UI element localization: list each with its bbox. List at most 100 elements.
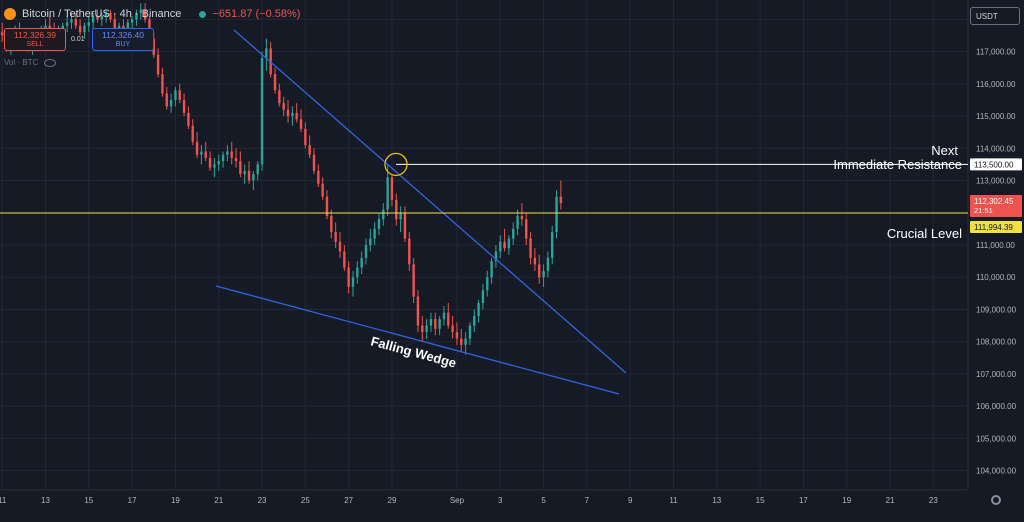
candle-up bbox=[382, 209, 385, 220]
candle-up bbox=[104, 12, 108, 17]
resistance-price-badge bbox=[970, 158, 1022, 171]
candle-up bbox=[429, 319, 433, 326]
gear-icon[interactable] bbox=[991, 495, 1001, 505]
current-price-label: 112,302.45 bbox=[974, 197, 1014, 206]
price-tick-label: 106,000.00 bbox=[976, 402, 1017, 411]
price-tick-label: 105,000.00 bbox=[976, 434, 1017, 443]
candle-down bbox=[187, 112, 190, 126]
candle-down bbox=[312, 154, 316, 171]
symbol-header: Bitcoin / TetherUS · 4h · Binance −651.8… bbox=[4, 8, 300, 20]
time-tick-label: 11 bbox=[0, 496, 7, 505]
buy-label: BUY bbox=[115, 41, 131, 48]
price-tick-label: 115,000.00 bbox=[976, 112, 1016, 121]
candle-up bbox=[126, 22, 129, 30]
candle-up bbox=[377, 219, 381, 229]
candle-down bbox=[247, 170, 251, 181]
candle-down bbox=[455, 332, 459, 339]
candle-up bbox=[221, 154, 225, 162]
time-tick-label: 15 bbox=[756, 496, 765, 505]
candle-up bbox=[369, 238, 372, 245]
candle-up bbox=[87, 22, 90, 26]
price-tick-label: 117,000.00 bbox=[976, 48, 1016, 57]
bitcoin-logo-icon bbox=[4, 8, 16, 20]
candle-down bbox=[208, 157, 212, 168]
candle-up bbox=[252, 174, 255, 181]
time-tick-label: 29 bbox=[388, 496, 397, 505]
currency-selector[interactable]: USDT bbox=[970, 7, 1020, 25]
lower-wedge-line bbox=[215, 285, 620, 395]
candle-down bbox=[74, 19, 77, 26]
eye-icon[interactable] bbox=[44, 58, 57, 67]
candle-up bbox=[490, 261, 493, 278]
sell-price: 112,326.39 bbox=[14, 30, 56, 40]
candle-up bbox=[91, 16, 95, 23]
candle-up bbox=[243, 170, 246, 175]
price-tick-label: 108,000.00 bbox=[976, 338, 1017, 347]
time-tick-label: 15 bbox=[84, 496, 93, 505]
candle-down bbox=[347, 267, 350, 287]
candle-up bbox=[213, 164, 216, 168]
crucial-price-badge bbox=[970, 220, 1022, 233]
candle-down bbox=[343, 251, 346, 268]
time-tick-label: 17 bbox=[799, 496, 808, 505]
candle-up bbox=[507, 238, 511, 249]
sell-button[interactable]: 112,326.39 SELL bbox=[4, 28, 66, 51]
candle-up bbox=[130, 19, 134, 23]
price-tick-label: 113,000.00 bbox=[976, 177, 1016, 186]
candle-up bbox=[291, 112, 294, 117]
time-tick-label: 13 bbox=[712, 496, 721, 505]
candle-down bbox=[78, 25, 82, 33]
candle-down bbox=[395, 199, 398, 220]
candle-down bbox=[96, 16, 99, 20]
candle-down bbox=[408, 238, 411, 265]
candle-up bbox=[512, 228, 515, 239]
candle-down bbox=[416, 296, 420, 326]
candle-down bbox=[278, 90, 281, 104]
candle-down bbox=[48, 25, 52, 30]
candle-down bbox=[317, 170, 320, 184]
candle-up bbox=[551, 232, 554, 258]
candle-down bbox=[321, 183, 324, 197]
candle-up bbox=[542, 270, 545, 278]
candle-down bbox=[412, 264, 415, 297]
candle-down bbox=[304, 128, 307, 146]
price-change: −651.87 (−0.58%) bbox=[212, 8, 301, 20]
candle-down bbox=[390, 177, 394, 200]
symbol-title[interactable]: Bitcoin / TetherUS · 4h · Binance bbox=[22, 8, 182, 20]
candle-down bbox=[195, 141, 199, 155]
candle-down bbox=[503, 241, 506, 249]
candle-down bbox=[447, 312, 450, 326]
candles-group bbox=[0, 3, 563, 355]
candle-down bbox=[520, 215, 524, 220]
price-tick-label: 107,000.00 bbox=[976, 370, 1017, 379]
resistance-annotation-line1: Next bbox=[931, 143, 958, 158]
price-tick-label: 116,000.00 bbox=[976, 80, 1016, 89]
candle-down bbox=[113, 19, 116, 33]
price-axis-panel bbox=[968, 0, 1024, 522]
upper-wedge-line bbox=[233, 29, 627, 374]
volume-label: Vol · BTC bbox=[4, 58, 39, 67]
candle-down bbox=[282, 103, 285, 110]
time-tick-label: 25 bbox=[301, 496, 310, 505]
time-tick-label: 13 bbox=[41, 496, 50, 505]
candle-up bbox=[217, 161, 220, 165]
candle-up bbox=[256, 164, 259, 175]
candle-up bbox=[70, 19, 73, 23]
time-tick-label: 9 bbox=[628, 496, 633, 505]
resistance-price-label: 113,500.00 bbox=[974, 160, 1014, 169]
candle-down bbox=[295, 112, 298, 120]
candle-down bbox=[143, 9, 147, 20]
candle-up bbox=[139, 9, 142, 13]
candle-up bbox=[477, 303, 480, 316]
spread-value: 0.01 bbox=[71, 36, 85, 43]
time-tick-label: 21 bbox=[886, 496, 895, 505]
candle-up bbox=[135, 12, 138, 20]
time-tick-label: 19 bbox=[842, 496, 851, 505]
buy-button[interactable]: 112,326.40 BUY bbox=[92, 28, 154, 51]
candle-up bbox=[481, 290, 485, 304]
crucial-price-label: 111,994.39 bbox=[974, 223, 1013, 232]
time-tick-label: 23 bbox=[258, 496, 267, 505]
candle-down bbox=[178, 90, 181, 100]
